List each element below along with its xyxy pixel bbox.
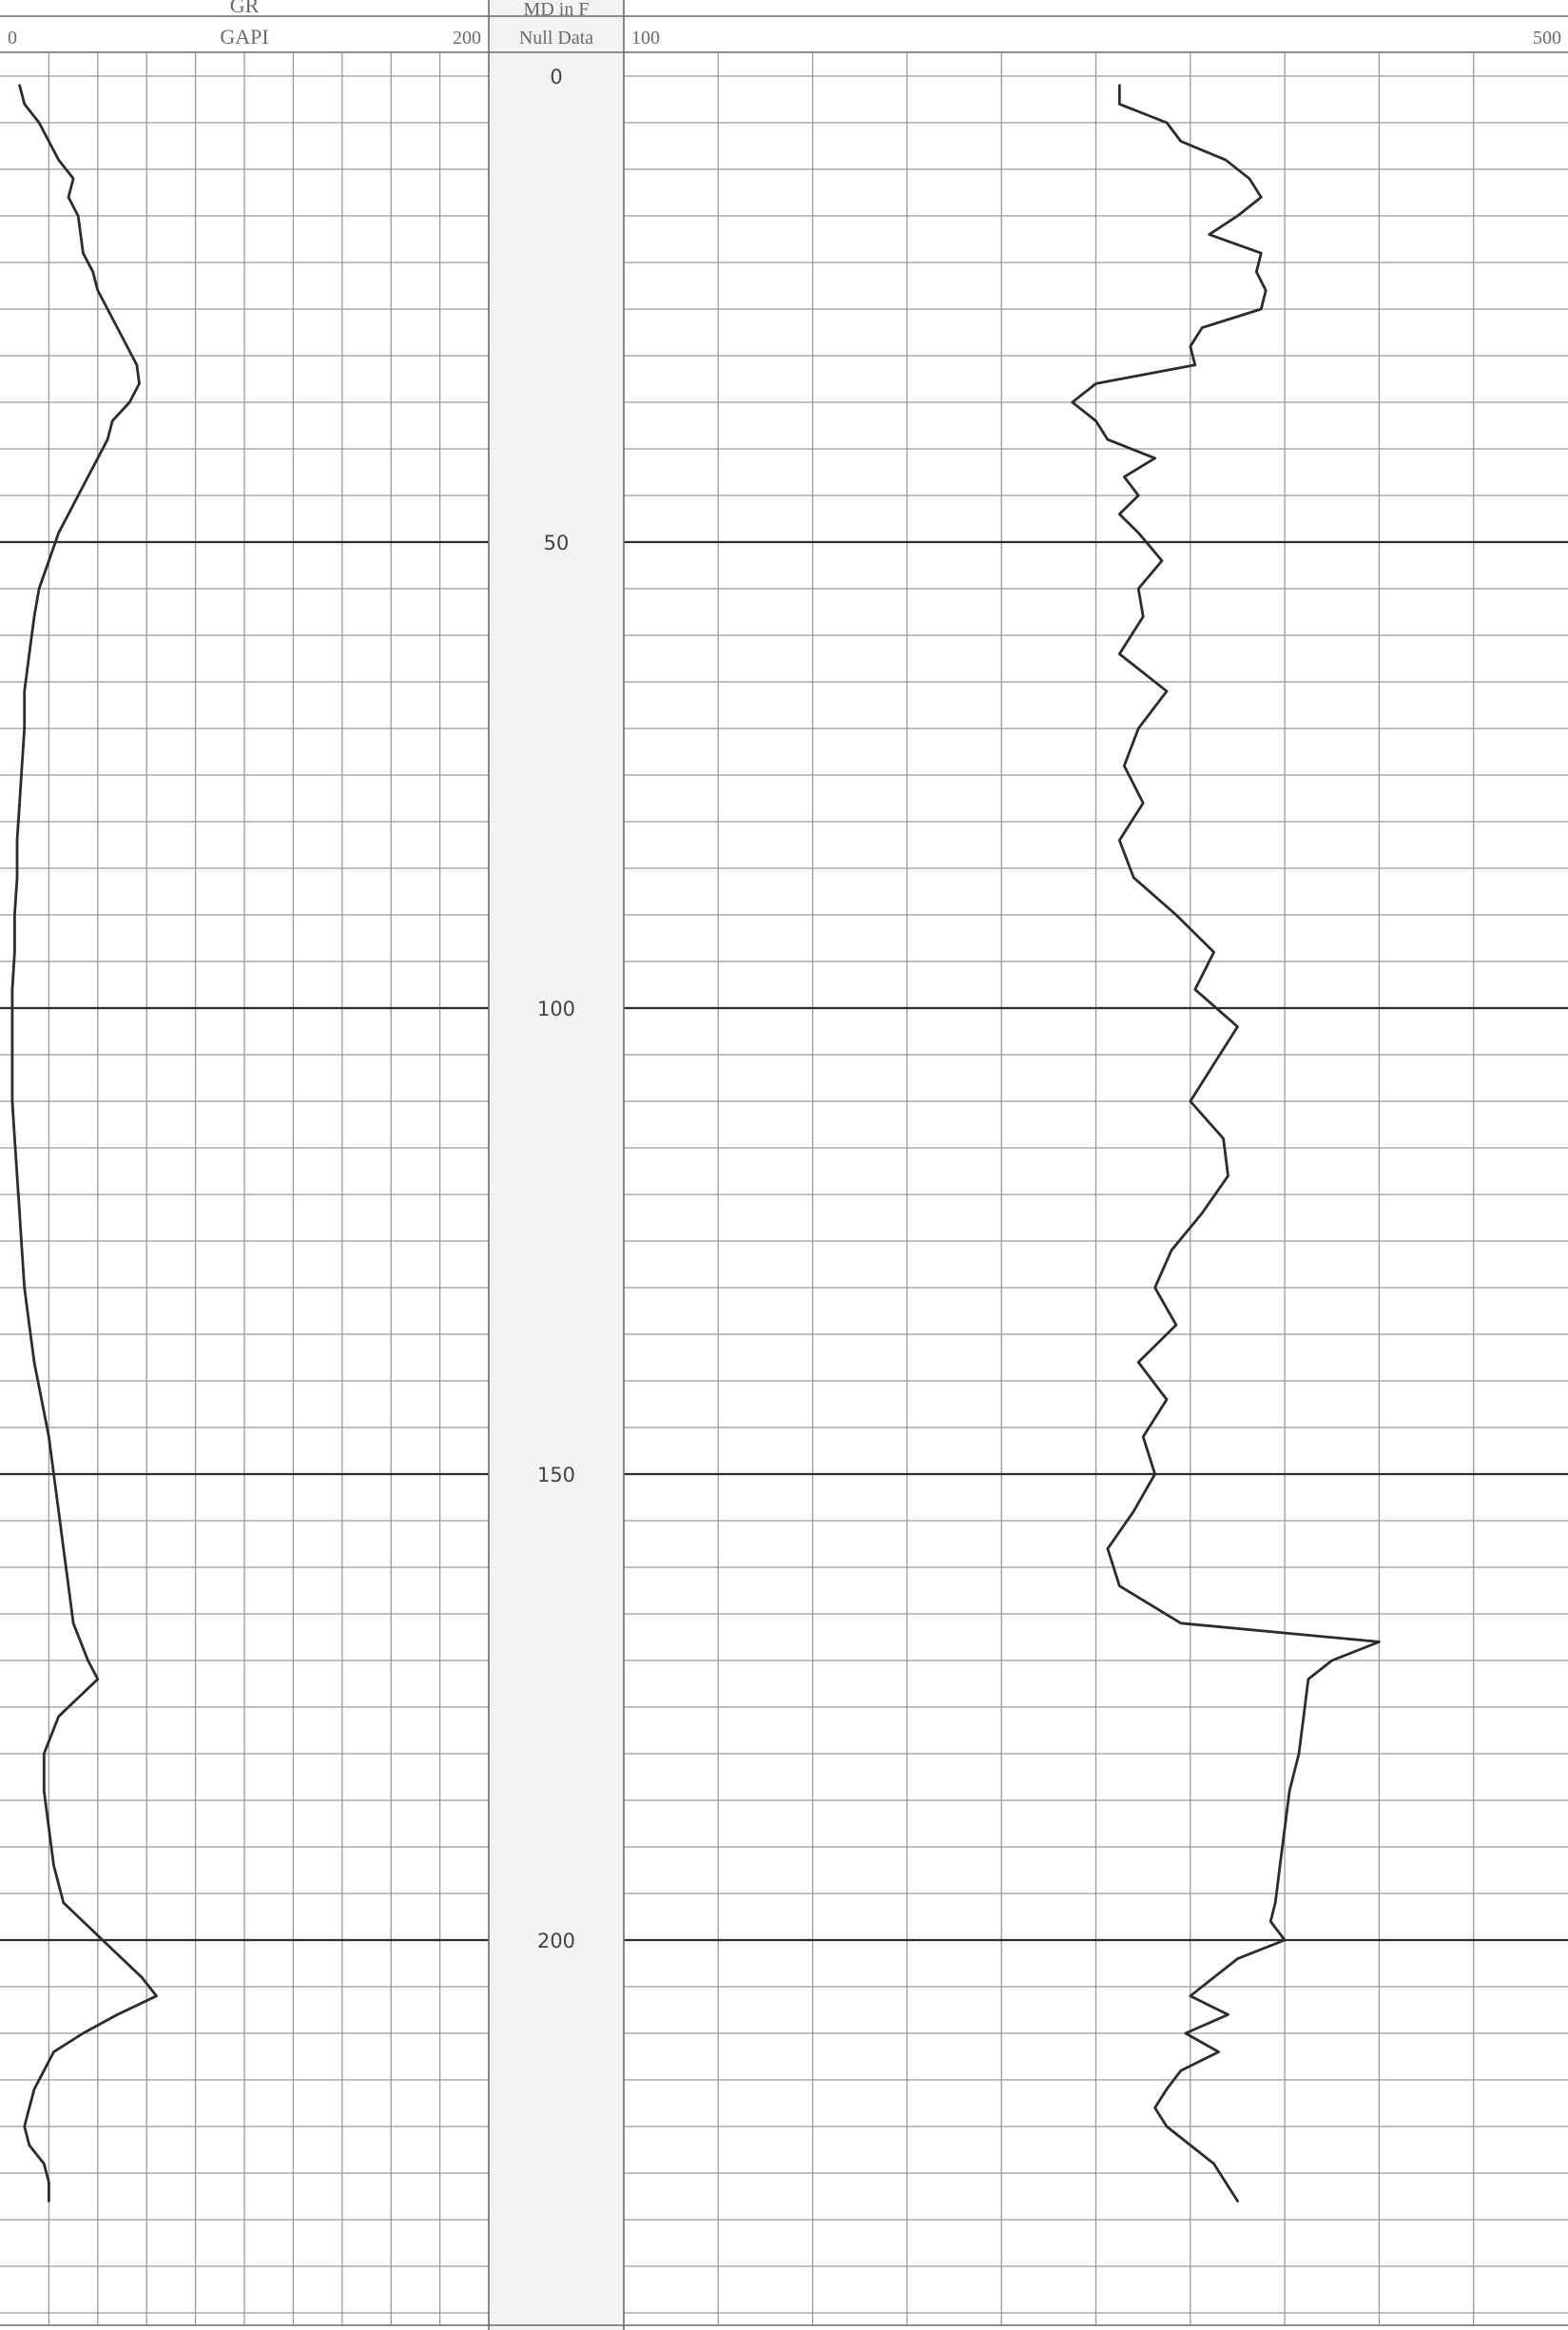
depth-track-background bbox=[489, 0, 624, 2330]
gr-track-grid bbox=[0, 52, 489, 2325]
depth-track-label: MD in F bbox=[524, 0, 590, 20]
gr-scale-right: 200 bbox=[453, 28, 481, 49]
right-scale-left: 100 bbox=[631, 28, 660, 49]
depth-labels: 0 50 100 150 200 bbox=[537, 66, 575, 1952]
depth-label: 50 bbox=[544, 532, 570, 554]
gr-scale-left: 0 bbox=[8, 28, 17, 49]
right-scale-right: 500 bbox=[1533, 28, 1561, 49]
depth-label: 150 bbox=[537, 1464, 575, 1486]
depth-label: 100 bbox=[537, 998, 575, 1020]
right-track-curve bbox=[1071, 84, 1381, 2203]
gr-curve bbox=[10, 84, 158, 2203]
depth-label: 0 bbox=[550, 66, 562, 88]
depth-label: 200 bbox=[537, 1930, 575, 1952]
gr-track-name: GR bbox=[230, 0, 260, 17]
right-track-grid bbox=[624, 52, 1568, 2325]
depth-track-null-label: Null Data bbox=[519, 28, 593, 49]
gr-track-unit: GAPI bbox=[220, 25, 268, 49]
